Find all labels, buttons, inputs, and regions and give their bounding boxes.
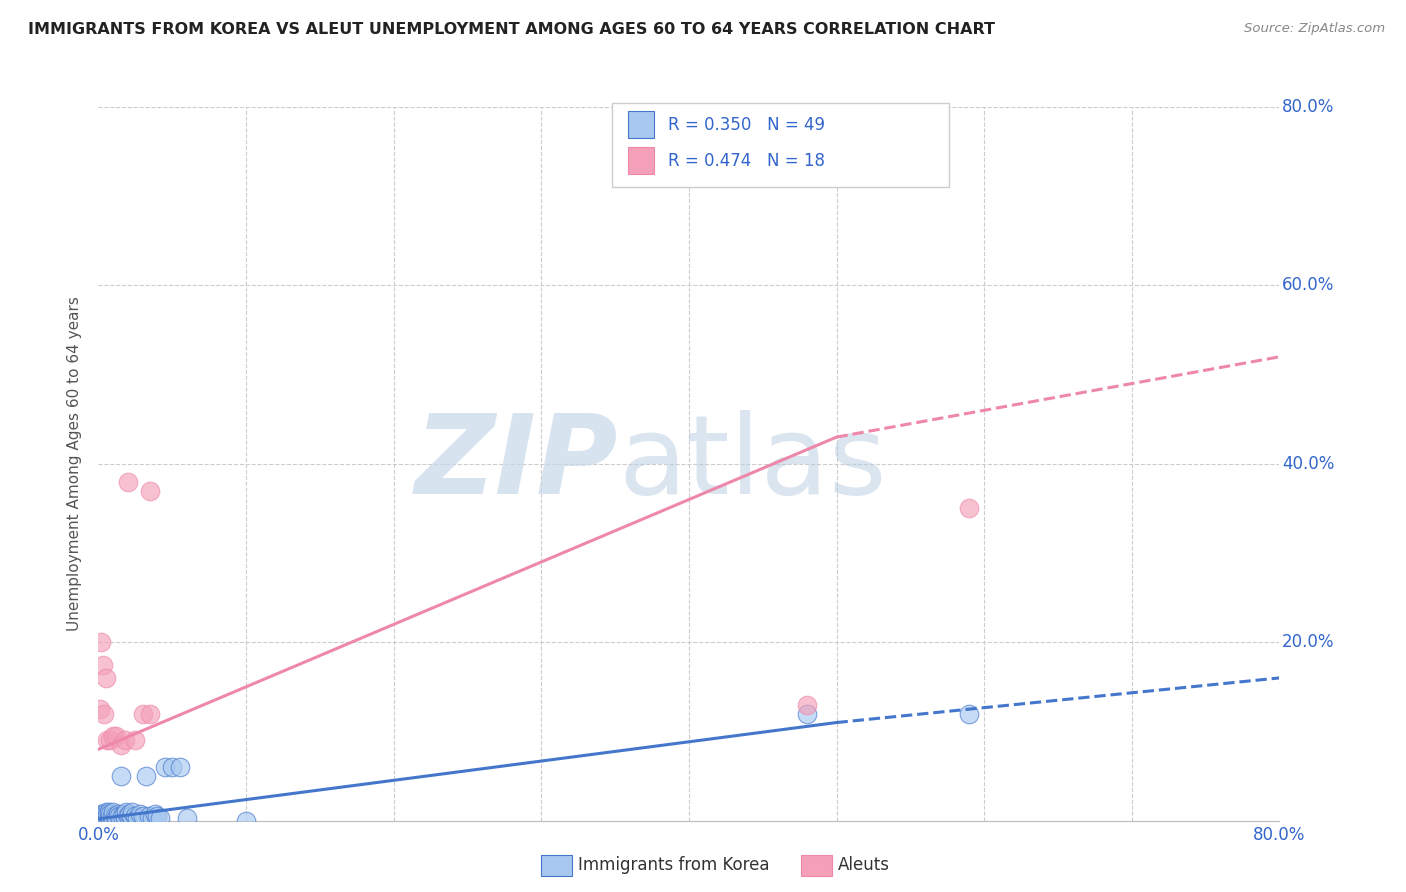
Text: atlas: atlas (619, 410, 887, 517)
Point (235, 814, 257, 828)
Point (103, 814, 125, 828)
Point (138, 809, 160, 823)
Point (146, 809, 169, 823)
Y-axis label: Unemployment Among Ages 60 to 64 years: Unemployment Among Ages 60 to 64 years (67, 296, 83, 632)
Point (90, 635, 112, 649)
Point (89, 702, 111, 716)
Point (103, 729, 125, 743)
Point (110, 769, 132, 783)
Point (124, 809, 146, 823)
Point (105, 811, 128, 825)
Point (115, 805, 138, 819)
Point (118, 806, 141, 821)
Point (91, 657, 114, 672)
Point (143, 806, 166, 821)
Point (93, 706, 115, 721)
Point (97, 805, 120, 819)
Point (90, 811, 112, 825)
Point (121, 805, 143, 819)
Point (132, 706, 155, 721)
Point (108, 809, 131, 823)
Point (91, 809, 114, 823)
Point (94, 805, 117, 819)
Point (105, 729, 128, 743)
Point (117, 475, 139, 489)
Text: 20.0%: 20.0% (1282, 633, 1334, 651)
Point (91, 814, 114, 828)
Text: R = 0.474   N = 18: R = 0.474 N = 18 (668, 152, 825, 169)
Point (135, 769, 157, 783)
Point (124, 733, 146, 747)
Point (959, 706, 981, 721)
Text: Source: ZipAtlas.com: Source: ZipAtlas.com (1244, 22, 1385, 36)
Point (112, 806, 135, 821)
Point (89, 809, 111, 823)
Point (98, 806, 121, 821)
Point (94, 809, 117, 823)
Point (96, 733, 118, 747)
Point (104, 809, 127, 823)
Point (139, 483, 162, 498)
Point (94, 671, 117, 685)
Point (117, 809, 139, 823)
Point (153, 760, 176, 774)
Point (110, 738, 132, 752)
Text: ZIP: ZIP (415, 410, 619, 517)
Point (98, 811, 121, 825)
Text: Aleuts: Aleuts (838, 856, 890, 874)
Text: IMMIGRANTS FROM KOREA VS ALEUT UNEMPLOYMENT AMONG AGES 60 TO 64 YEARS CORRELATIO: IMMIGRANTS FROM KOREA VS ALEUT UNEMPLOYM… (28, 22, 995, 37)
Point (114, 811, 136, 825)
Point (93, 811, 115, 825)
Point (94, 814, 117, 828)
Point (98, 733, 121, 747)
Text: 40.0%: 40.0% (1282, 455, 1334, 473)
Point (141, 811, 163, 825)
Point (125, 811, 148, 825)
Point (111, 809, 134, 823)
Point (796, 698, 818, 712)
Text: Immigrants from Korea: Immigrants from Korea (578, 856, 769, 874)
Point (959, 501, 981, 516)
Point (103, 805, 125, 819)
Point (169, 760, 191, 774)
Point (132, 809, 155, 823)
Text: 80.0%: 80.0% (1282, 98, 1334, 116)
Point (107, 806, 129, 821)
Point (128, 806, 150, 821)
Text: R = 0.350   N = 49: R = 0.350 N = 49 (668, 116, 825, 134)
Point (162, 760, 183, 774)
Point (120, 809, 142, 823)
Text: 60.0%: 60.0% (1282, 277, 1334, 294)
Point (97, 809, 120, 823)
Point (93, 806, 115, 821)
Point (96, 809, 118, 823)
Point (90, 806, 112, 821)
Point (100, 809, 122, 823)
Point (149, 811, 172, 825)
Point (796, 706, 818, 721)
Point (139, 706, 162, 721)
Point (96, 806, 118, 821)
Point (114, 733, 136, 747)
Point (176, 811, 198, 825)
